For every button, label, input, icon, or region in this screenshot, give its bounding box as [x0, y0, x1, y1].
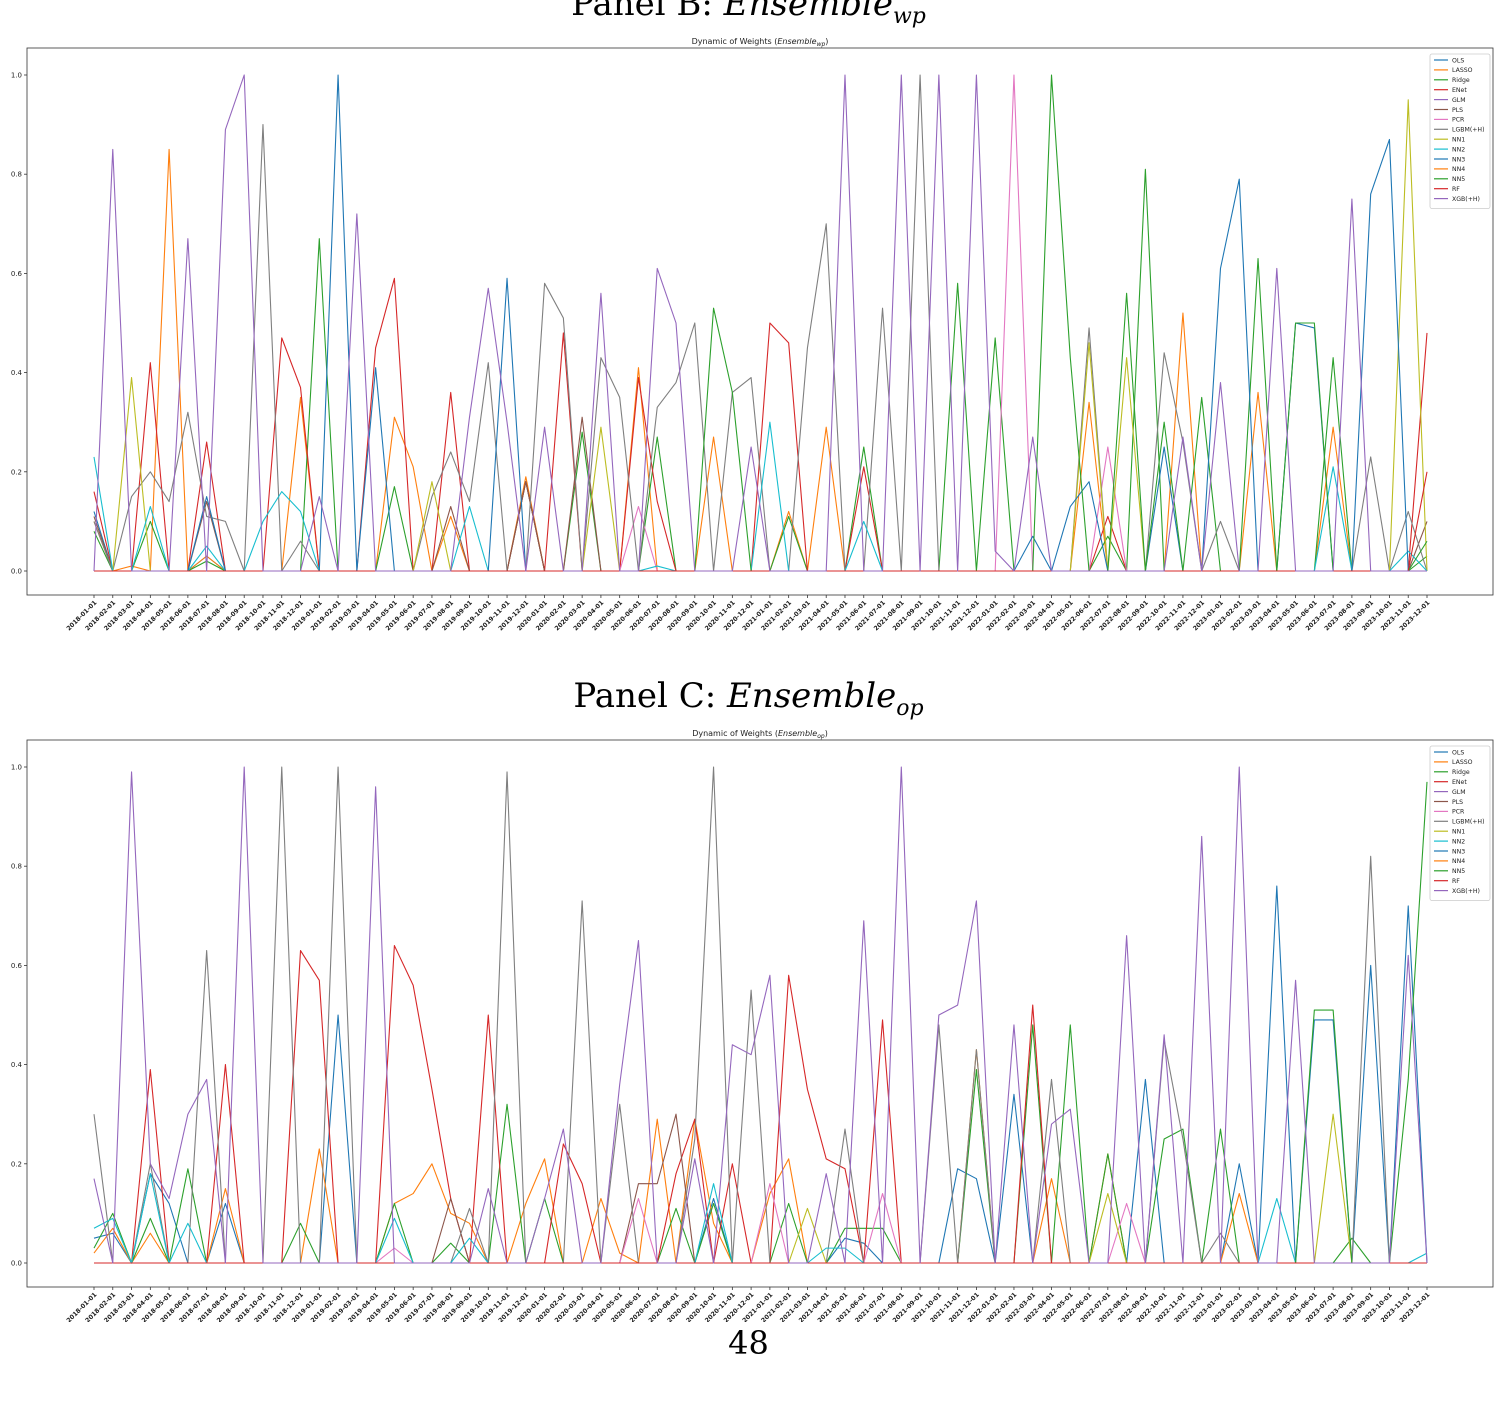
- legend-label: ENet: [1452, 779, 1467, 786]
- page-number: 48: [728, 1324, 769, 1362]
- legend-label: Ridge: [1452, 77, 1470, 84]
- legend-box: [1429, 745, 1491, 901]
- panel-c-label: Panel C:: [573, 676, 717, 716]
- series-line-enet: [94, 945, 1427, 1264]
- legend-label: PLS: [1452, 799, 1463, 806]
- series-line-xgb-h-: [93, 74, 1427, 572]
- legend-box: [1429, 53, 1491, 209]
- panel-c-ensemble: Ensemble: [726, 676, 897, 716]
- panel-b-subscript: wp: [892, 3, 926, 29]
- plot-frame: [26, 47, 1494, 596]
- series-line-pcr: [94, 1183, 1427, 1264]
- panel-b-ensemble: Ensemble: [723, 0, 893, 24]
- y-tick-label: 1.0: [11, 72, 22, 80]
- legend-label: GLM: [1452, 789, 1466, 796]
- legend-label: RF: [1452, 186, 1460, 193]
- legend-label: LGBM(+H): [1452, 127, 1485, 134]
- legend-label: NN1: [1452, 829, 1465, 836]
- series-line-nn2: [93, 1173, 1428, 1264]
- series-line-ols: [93, 885, 1428, 1264]
- chart-title: Dynamic of Weights (Ensemblewp): [692, 37, 829, 48]
- legend-label: GLM: [1452, 97, 1466, 104]
- y-tick-label: 0.0: [11, 568, 22, 576]
- chart-title: Dynamic of Weights (Ensembleop): [692, 729, 828, 740]
- chart-panel-b: Dynamic of Weights (Ensemblewp) 0.0 0.2 0.4…: [11, 37, 1494, 632]
- y-tick-label: 0.6: [11, 270, 23, 278]
- legend-label: NN3: [1452, 156, 1465, 163]
- series-line-lgbm-h-: [93, 74, 1428, 572]
- y-tick-label: 1.0: [11, 764, 22, 772]
- y-tick-label: 0.4: [11, 1061, 23, 1069]
- legend-label: NN5: [1452, 868, 1465, 875]
- y-tick-label: 0.2: [11, 1160, 22, 1168]
- y-tick-label: 0.8: [11, 863, 22, 871]
- series-line-enet: [93, 277, 1428, 572]
- legend-label: NN2: [1452, 838, 1465, 845]
- y-tick-label: 0.8: [11, 171, 22, 179]
- legend-label: OLS: [1452, 749, 1464, 756]
- legend-label: Ridge: [1452, 769, 1470, 776]
- legend-label: ENet: [1452, 87, 1467, 94]
- legend-label: PLS: [1452, 107, 1463, 114]
- legend-label: NN1: [1452, 137, 1465, 144]
- legend-label: RF: [1452, 878, 1460, 885]
- legend-label: XGB(+H): [1452, 196, 1480, 203]
- legend-label: OLS: [1452, 57, 1464, 64]
- y-tick-label: 0.6: [11, 962, 23, 970]
- legend-label: LASSO: [1452, 67, 1473, 74]
- series-line-ridge: [93, 781, 1428, 1264]
- chart-panel-c: Dynamic of Weights (Ensembleop) 0.0 0.2 0.4…: [11, 729, 1494, 1322]
- legend-label: NN5: [1452, 176, 1465, 183]
- legend-label: XGB(+H): [1452, 888, 1480, 895]
- y-tick-label: 0.0: [11, 1260, 22, 1268]
- panel-b-label: Panel B:: [571, 0, 713, 24]
- series-line-rf: [94, 471, 1428, 572]
- panel-c-subscript: op: [896, 695, 924, 721]
- legend-label: PCR: [1452, 809, 1465, 816]
- legend-label: LASSO: [1452, 759, 1473, 766]
- series-line-xgb-h-: [93, 766, 1428, 1264]
- plot-frame: [26, 739, 1494, 1288]
- legend-label: NN2: [1452, 146, 1465, 153]
- legend-label: NN4: [1452, 166, 1465, 173]
- legend-label: NN4: [1452, 858, 1465, 865]
- panel-c-title: Panel C: Ensembleop: [0, 676, 1497, 721]
- legend-label: NN3: [1452, 848, 1465, 855]
- legend-label: PCR: [1452, 117, 1465, 124]
- panel-b-title: Panel B: Ensemblewp: [0, 0, 1497, 29]
- y-tick-label: 0.2: [11, 468, 22, 476]
- legend-label: LGBM(+H): [1452, 819, 1485, 826]
- y-tick-label: 0.4: [11, 369, 23, 377]
